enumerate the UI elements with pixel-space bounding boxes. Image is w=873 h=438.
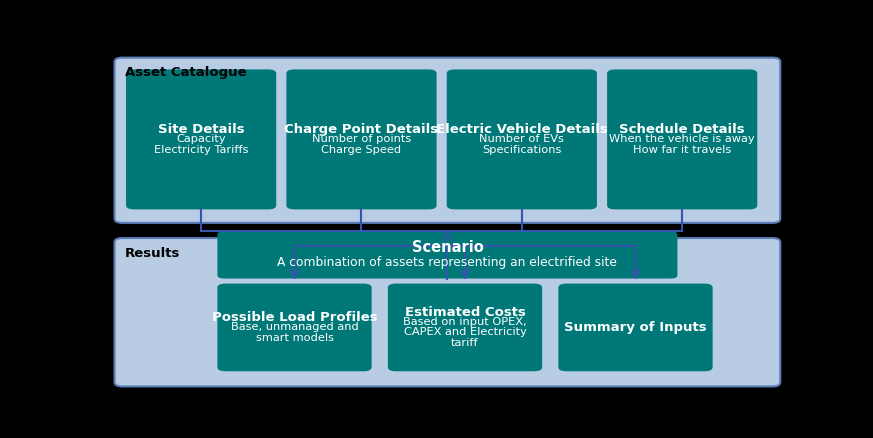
Text: Number of EVs: Number of EVs (479, 134, 564, 145)
Text: Capacity: Capacity (176, 134, 226, 145)
FancyBboxPatch shape (114, 58, 780, 223)
FancyBboxPatch shape (559, 283, 712, 371)
FancyBboxPatch shape (217, 231, 677, 279)
FancyBboxPatch shape (607, 70, 757, 209)
Text: Base, unmanaged and: Base, unmanaged and (230, 322, 359, 332)
Text: Schedule Details: Schedule Details (619, 123, 745, 136)
Text: A combination of assets representing an electrified site: A combination of assets representing an … (278, 256, 617, 269)
Text: Based on input OPEX,: Based on input OPEX, (403, 318, 526, 327)
Text: Charge Speed: Charge Speed (321, 145, 402, 155)
Text: tariff: tariff (451, 338, 478, 348)
Text: Electric Vehicle Details: Electric Vehicle Details (436, 123, 608, 136)
FancyBboxPatch shape (217, 283, 372, 371)
Text: Results: Results (125, 247, 180, 260)
Text: CAPEX and Electricity: CAPEX and Electricity (403, 328, 526, 338)
Text: Estimated Costs: Estimated Costs (404, 306, 526, 319)
Text: Electricity Tariffs: Electricity Tariffs (154, 145, 249, 155)
FancyBboxPatch shape (388, 283, 542, 371)
FancyBboxPatch shape (286, 70, 436, 209)
FancyBboxPatch shape (126, 70, 276, 209)
FancyBboxPatch shape (114, 238, 780, 386)
Text: When the vehicle is away: When the vehicle is away (609, 134, 755, 145)
Text: Number of points: Number of points (312, 134, 411, 145)
Text: Possible Load Profiles: Possible Load Profiles (211, 311, 377, 324)
Text: Charge Point Details: Charge Point Details (285, 123, 438, 136)
Text: Scenario: Scenario (411, 240, 484, 255)
Text: Site Details: Site Details (158, 123, 244, 136)
Text: smart models: smart models (256, 332, 333, 343)
FancyBboxPatch shape (447, 70, 597, 209)
Text: Summary of Inputs: Summary of Inputs (564, 321, 707, 334)
Text: How far it travels: How far it travels (633, 145, 732, 155)
Text: Asset Catalogue: Asset Catalogue (125, 66, 246, 79)
Text: Specifications: Specifications (482, 145, 561, 155)
